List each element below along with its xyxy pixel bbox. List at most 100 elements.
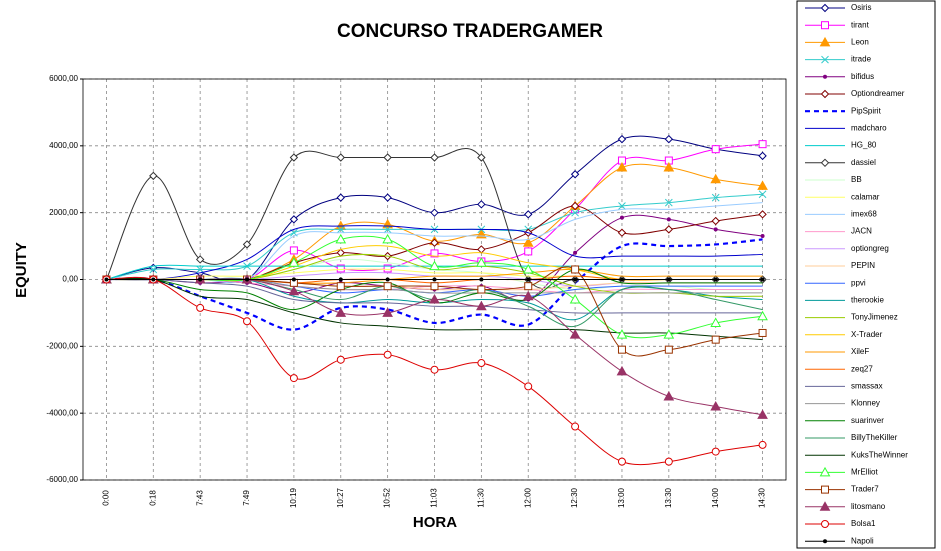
y-axis-label: EQUITY [13, 242, 30, 298]
marker [758, 440, 767, 449]
legend-label: BB [851, 175, 862, 184]
x-tick-label: 12:00 [523, 487, 532, 508]
marker [336, 153, 345, 162]
y-tick-label: 4000,00 [49, 141, 78, 150]
marker [711, 447, 720, 456]
marker [711, 216, 720, 226]
legend-label: MrElliot [851, 468, 878, 477]
x-tick-label: 14:00 [711, 487, 720, 508]
marker [760, 277, 765, 282]
series-line [106, 225, 763, 281]
series-line [106, 202, 763, 284]
legend-label: X-Trader [851, 330, 883, 339]
marker [430, 238, 439, 247]
marker [820, 158, 830, 168]
marker [760, 234, 765, 239]
series-line [106, 278, 763, 314]
legend-label: therookie [851, 296, 884, 305]
marker [196, 303, 205, 312]
marker [713, 227, 718, 232]
marker [336, 282, 345, 291]
marker [758, 210, 767, 219]
legend-label: smassax [851, 382, 883, 391]
marker [757, 180, 768, 190]
legend-label: KuksTheWinner [851, 450, 908, 459]
marker [382, 307, 393, 317]
legend-label: optiongreg [851, 244, 889, 253]
marker [663, 390, 675, 401]
plot-border [82, 78, 787, 481]
marker [335, 233, 347, 244]
marker [664, 134, 674, 144]
marker [664, 225, 674, 234]
marker [821, 55, 829, 64]
marker [382, 233, 393, 244]
legend-label: madcharo [851, 124, 887, 133]
marker [666, 217, 671, 222]
marker [383, 153, 392, 162]
marker [666, 277, 671, 282]
y-tick-label: -6000,00 [46, 475, 78, 484]
x-tick-label: 10:19 [289, 487, 298, 508]
x-tick-label: 10:27 [336, 487, 345, 508]
marker [569, 329, 581, 339]
marker [151, 277, 156, 282]
marker [289, 153, 299, 162]
marker [617, 134, 627, 144]
marker [573, 277, 578, 282]
marker [617, 345, 626, 354]
marker [823, 74, 827, 79]
legend-label: BillyTheKiller [851, 433, 898, 442]
marker [710, 317, 722, 327]
marker [288, 285, 300, 296]
legend-label: Osiris [851, 3, 871, 12]
marker [149, 171, 158, 181]
y-tick-label: 0,00 [62, 275, 78, 284]
marker [524, 382, 533, 391]
legend-label: HG_80 [851, 141, 877, 150]
x-axis-label: HORA [413, 514, 457, 531]
legend-label: calamar [851, 192, 880, 201]
marker [336, 193, 345, 202]
marker [338, 277, 343, 282]
marker [618, 202, 626, 210]
x-tick-label: 13:00 [617, 487, 626, 508]
y-tick-label: 6000,00 [49, 74, 78, 83]
marker [289, 246, 298, 255]
marker [477, 359, 486, 368]
marker [757, 409, 768, 419]
x-tick-label: 11:03 [430, 488, 439, 508]
marker [383, 350, 392, 359]
marker [571, 422, 580, 431]
legend-label: PEPIN [851, 261, 875, 270]
marker [713, 277, 718, 282]
marker [430, 208, 439, 217]
marker [289, 374, 298, 383]
legend-label: litosmano [851, 502, 886, 511]
y-tick-label: -2000,00 [46, 341, 78, 350]
x-tick-label: 7:49 [242, 490, 251, 506]
legend-label: JACN [851, 227, 872, 236]
legend-label: Trader7 [851, 485, 879, 494]
marker [430, 282, 439, 291]
y-tick-label: -4000,00 [46, 408, 78, 417]
x-tick-label: 0:00 [102, 490, 111, 506]
marker [711, 193, 720, 202]
legend-label: dassiel [851, 158, 876, 167]
marker [664, 345, 673, 354]
marker [821, 520, 829, 528]
marker [664, 457, 673, 466]
marker [711, 335, 720, 344]
legend-label: TonyJimenez [851, 313, 898, 322]
marker [823, 539, 827, 544]
marker [477, 153, 486, 162]
marker [383, 225, 392, 234]
legend-label: imex68 [851, 210, 877, 219]
y-tick-label: 2000,00 [49, 208, 78, 217]
marker [477, 285, 486, 294]
marker [430, 249, 439, 258]
marker [570, 170, 580, 179]
marker [664, 198, 673, 207]
marker [291, 277, 296, 282]
